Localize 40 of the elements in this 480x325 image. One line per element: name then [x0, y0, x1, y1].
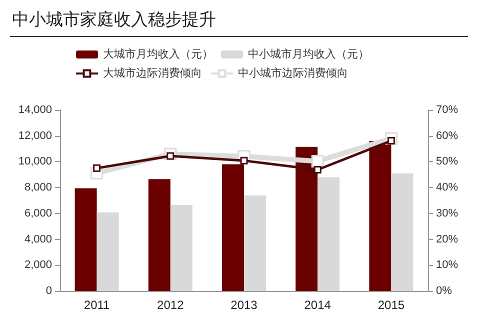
y-tick-label: 2,000 [24, 259, 52, 272]
bar [369, 141, 392, 291]
x-tick-label: 2013 [230, 298, 258, 312]
bar [170, 205, 192, 291]
y2-tick-label: 40% [436, 182, 458, 194]
y-tick-label: 4,000 [24, 233, 52, 246]
bar [296, 146, 318, 291]
y2-tick-label: 70% [436, 104, 458, 116]
y-tick-label: 6,000 [24, 207, 52, 220]
bar [244, 195, 266, 291]
point [311, 154, 324, 168]
x-tick-label: 2014 [304, 298, 332, 312]
legend-label: 中小城市边际消费倾向 [238, 66, 348, 80]
bar [318, 177, 340, 291]
y-tick-label: 12,000 [18, 130, 52, 142]
y2-tick-label: 60% [436, 130, 458, 142]
y-tick-label: 14,000 [18, 104, 52, 116]
point [93, 164, 101, 172]
y2-tick-label: 50% [436, 156, 458, 168]
bar [391, 173, 414, 291]
y2-tick-label: 10% [436, 259, 458, 272]
point [240, 156, 248, 164]
y-tick-label: 0 [46, 285, 52, 297]
x-tick-label: 2012 [157, 298, 184, 312]
y2-tick-label: 20% [436, 233, 458, 246]
bar [96, 212, 119, 291]
bar [222, 164, 244, 291]
y-tick-label: 10,000 [18, 156, 52, 168]
y2-tick-label: 30% [436, 207, 458, 220]
x-tick-label: 2011 [84, 298, 110, 312]
legend-label: 大城市月均收入（元） [103, 48, 213, 60]
legend-label: 大城市边际消费倾向 [103, 66, 202, 80]
x-tick-label: 2015 [378, 298, 405, 312]
legend-label: 中小城市月均收入（元） [248, 48, 369, 60]
y2-tick-label: 0% [436, 285, 452, 297]
bar [74, 188, 97, 291]
chart-title: 中小城市家庭收入稳步提升 [12, 9, 216, 31]
bar [148, 179, 170, 291]
y-tick-label: 8,000 [24, 182, 52, 194]
point [314, 166, 322, 174]
